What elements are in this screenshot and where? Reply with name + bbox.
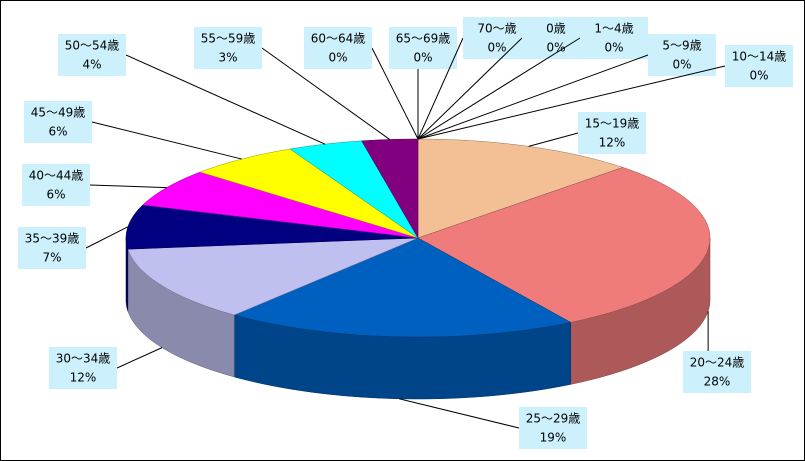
value-label: 28% bbox=[704, 375, 731, 389]
label-box bbox=[49, 347, 117, 389]
label-box bbox=[463, 17, 531, 59]
leader-line bbox=[398, 398, 520, 429]
leader-line bbox=[89, 184, 167, 189]
value-label: 0% bbox=[328, 51, 347, 65]
category-label: 0歳 bbox=[546, 22, 566, 36]
value-label: 0% bbox=[672, 58, 691, 72]
category-label: 25～29歳 bbox=[526, 412, 581, 426]
label-box bbox=[22, 164, 90, 206]
data-labels: 15～19歳 12% 20～24歳 28% 25～29歳 19% 30～34歳 12% 35～3… bbox=[18, 17, 793, 449]
category-label: 20～24歳 bbox=[690, 356, 745, 370]
value-label: 4% bbox=[82, 58, 101, 72]
value-label: 6% bbox=[48, 125, 67, 139]
leader-line bbox=[116, 347, 163, 369]
category-label: 30～34歳 bbox=[56, 352, 111, 366]
label-box bbox=[194, 27, 262, 69]
category-label: 50～54歳 bbox=[65, 39, 120, 53]
leader-line bbox=[125, 54, 326, 145]
label-box bbox=[683, 351, 751, 393]
leader-line bbox=[528, 132, 579, 147]
label-box bbox=[580, 17, 648, 59]
leader-line bbox=[417, 37, 581, 140]
category-label: 1～4歳 bbox=[594, 22, 633, 36]
category-label: 15～19歳 bbox=[585, 117, 640, 131]
value-label: 19% bbox=[540, 431, 567, 445]
pie-tops bbox=[125, 138, 711, 338]
label-box bbox=[648, 34, 716, 76]
label-box bbox=[18, 227, 86, 269]
value-label: 7% bbox=[42, 251, 61, 265]
slice bbox=[417, 167, 711, 323]
category-label: 10～14歳 bbox=[732, 50, 787, 64]
slice bbox=[125, 204, 419, 250]
leader-line bbox=[85, 226, 129, 249]
value-label: 0% bbox=[604, 41, 623, 55]
value-label: 12% bbox=[599, 136, 626, 150]
leader-line bbox=[417, 37, 464, 140]
label-box bbox=[389, 27, 457, 69]
leader-line bbox=[261, 47, 390, 140]
value-label: 0% bbox=[487, 41, 506, 55]
leader-line bbox=[417, 54, 649, 140]
category-label: 65～69歳 bbox=[396, 32, 451, 46]
label-box bbox=[304, 27, 372, 69]
category-label: 35～39歳 bbox=[25, 232, 80, 246]
category-label: 55～59歳 bbox=[201, 32, 256, 46]
category-label: 45～49歳 bbox=[31, 106, 86, 120]
leader-line bbox=[417, 37, 523, 140]
value-label: 0% bbox=[413, 51, 432, 65]
slice bbox=[127, 237, 419, 316]
label-box bbox=[725, 45, 793, 87]
value-label: 0% bbox=[749, 69, 768, 83]
slice bbox=[233, 237, 572, 338]
value-label: 12% bbox=[70, 371, 97, 385]
label-box bbox=[519, 407, 587, 449]
label-box bbox=[522, 17, 590, 59]
slice bbox=[199, 148, 419, 239]
value-label: 0% bbox=[546, 41, 565, 55]
category-label: 70～歳 bbox=[477, 22, 516, 36]
leader-line bbox=[91, 121, 242, 160]
slice bbox=[289, 140, 419, 239]
label-box bbox=[24, 101, 92, 143]
category-label: 40～44歳 bbox=[29, 169, 84, 183]
slice bbox=[417, 138, 624, 239]
category-label: 5～9歳 bbox=[662, 39, 701, 53]
leader-line bbox=[417, 65, 726, 140]
leader-line bbox=[371, 47, 419, 140]
value-label: 6% bbox=[46, 188, 65, 202]
label-box bbox=[578, 112, 646, 154]
category-label: 60～64歳 bbox=[311, 32, 366, 46]
value-label: 3% bbox=[218, 51, 237, 65]
label-box bbox=[58, 34, 126, 76]
